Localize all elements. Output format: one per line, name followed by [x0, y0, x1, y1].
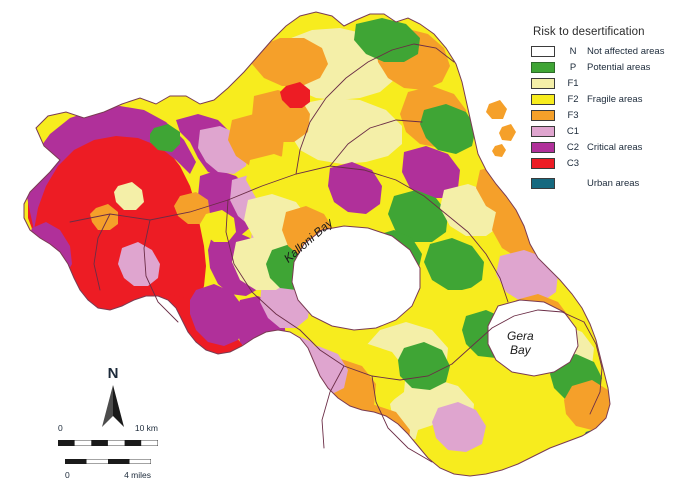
southwest-sea-inlet [236, 412, 298, 460]
legend-swatch-p-icon [531, 62, 555, 73]
legend-row-c1[interactable]: C1 [531, 124, 673, 139]
road-network [69, 43, 603, 463]
legend-label: Potential areas [587, 62, 651, 73]
kalloni-bay-outline [291, 225, 421, 331]
legend-row-f1[interactable]: F1 [531, 76, 673, 91]
legend-label: Not affected areas [587, 46, 665, 57]
legend-label: Urban areas [587, 178, 640, 189]
legend-row-p[interactable]: P Potential areas [531, 60, 673, 75]
scale-miles-end: 4 miles [124, 469, 151, 480]
legend-code: C1 [566, 126, 580, 137]
north-arrow-block: N [92, 366, 134, 434]
legend-swatch-f3-icon [531, 110, 555, 121]
legend-row-n[interactable]: N Not affected areas [531, 44, 673, 59]
legend-row-f2[interactable]: F2 Fragile areas [531, 92, 673, 107]
gera-bay-outline [487, 299, 579, 377]
scale-km-labels: 0 10 km [58, 424, 158, 433]
scale-km-start: 0 [58, 423, 63, 433]
map-legend: Risk to desertification N Not affected ar… [531, 26, 673, 192]
legend-row-urban[interactable]: Urban areas [531, 176, 673, 191]
legend-row-c2[interactable]: C2 Critical areas [531, 140, 673, 155]
legend-code: F3 [567, 110, 579, 121]
legend-label: Critical areas [587, 142, 643, 153]
legend-swatch-c1-icon [531, 126, 555, 137]
gera-bay-label-line1: Gera [507, 329, 534, 343]
north-arrow-icon [102, 385, 124, 427]
legend-code: C2 [566, 142, 580, 153]
gera-bay-label: Gera Bay [507, 329, 534, 358]
legend-swatch-n-icon [531, 46, 555, 57]
legend-swatch-c3-icon [531, 158, 555, 169]
scale-bar: 0 10 km 0 4 miles [57, 424, 178, 480]
legend-swatch-f1-icon [531, 78, 555, 89]
scale-km-end: 10 km [134, 423, 158, 433]
legend-code: C3 [566, 158, 580, 169]
legend-row-f3[interactable]: F3 [531, 108, 673, 123]
kalloni-bay-water [292, 226, 420, 330]
scale-miles-start: 0 [65, 469, 70, 480]
legend-code: F2 [567, 94, 579, 105]
legend-swatch-urban-icon [531, 178, 555, 189]
gera-bay-water [488, 300, 578, 376]
scale-miles-bar [64, 458, 152, 464]
offshore-islets [486, 100, 516, 157]
legend-label: Fragile areas [587, 94, 643, 105]
legend-swatch-c2-icon [531, 142, 555, 153]
legend-swatch-f2-icon [531, 94, 555, 105]
legend-title: Risk to desertification [533, 26, 645, 38]
legend-row-c3[interactable]: C3 [531, 156, 673, 171]
gera-bay-label-line2: Bay [510, 342, 531, 357]
legend-code: F1 [567, 78, 579, 89]
legend-code: P [569, 62, 577, 73]
legend-code: N [569, 46, 577, 57]
scale-km-bar [57, 439, 159, 446]
legend-rows: N Not affected areas P Potential areas F1 F2 F… [531, 44, 673, 191]
scale-miles-labels: 0 4 miles [65, 469, 151, 480]
island-coastline [23, 11, 611, 477]
north-letter: N [107, 365, 119, 382]
